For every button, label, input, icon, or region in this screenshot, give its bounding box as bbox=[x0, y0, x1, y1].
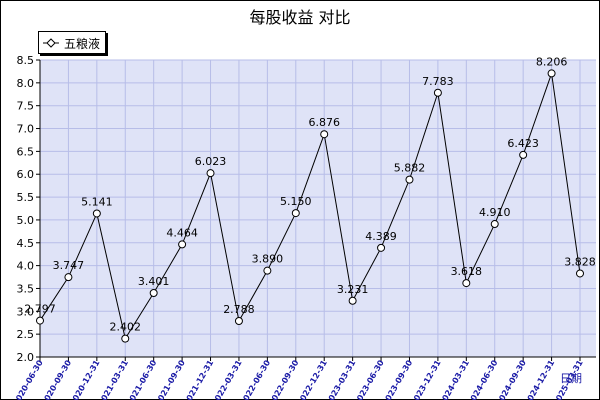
data-label: 3.401 bbox=[138, 275, 170, 288]
data-label: 3.231 bbox=[337, 283, 369, 296]
x-tick-label: 2023-03-31 bbox=[324, 358, 358, 400]
y-tick-label: 3.5 bbox=[17, 282, 35, 295]
x-axis-label: 日期 bbox=[560, 372, 582, 385]
data-point bbox=[490, 220, 499, 229]
x-tick-labels: 2020-06-302020-09-302020-12-312021-03-31… bbox=[11, 357, 585, 400]
x-tick-label: 2024-12-31 bbox=[523, 358, 557, 400]
y-tick-label: 6.0 bbox=[17, 168, 35, 181]
data-label: 4.464 bbox=[166, 226, 198, 239]
x-tick-label: 2021-03-31 bbox=[97, 358, 131, 400]
legend-marker-icon bbox=[43, 38, 59, 48]
y-tick-label: 2.5 bbox=[17, 328, 35, 341]
data-point bbox=[405, 175, 414, 184]
data-point bbox=[206, 169, 215, 178]
chart-title: 每股收益 对比 bbox=[249, 8, 351, 27]
x-tick-label: 2020-09-30 bbox=[40, 358, 74, 400]
data-label: 4.910 bbox=[479, 206, 511, 219]
data-point bbox=[576, 269, 584, 278]
data-point bbox=[320, 130, 329, 139]
data-label: 2.797 bbox=[24, 303, 56, 316]
y-tick-label: 7.5 bbox=[17, 100, 35, 113]
x-tick-label: 2024-06-30 bbox=[466, 358, 500, 400]
x-tick-label: 2022-09-30 bbox=[267, 358, 301, 400]
data-point bbox=[348, 296, 357, 305]
data-label: 6.023 bbox=[195, 155, 227, 168]
series-line bbox=[39, 73, 581, 340]
data-point bbox=[291, 209, 300, 218]
data-label: 5.882 bbox=[394, 162, 426, 175]
y-tick-label: 4.5 bbox=[17, 237, 35, 250]
x-tick-label: 2022-03-31 bbox=[210, 358, 244, 400]
y-tick-label: 5.0 bbox=[17, 214, 35, 227]
x-tick-label: 2024-09-30 bbox=[495, 358, 529, 400]
legend-label: 五粮液 bbox=[64, 37, 101, 51]
data-label: 5.141 bbox=[81, 195, 113, 208]
data-point bbox=[377, 243, 386, 252]
x-tick-label: 2021-09-30 bbox=[153, 358, 187, 400]
data-point bbox=[519, 150, 528, 159]
y-tick-label: 8.5 bbox=[17, 54, 35, 67]
data-label: 3.747 bbox=[53, 259, 85, 272]
data-point bbox=[462, 279, 471, 288]
data-point bbox=[92, 209, 101, 218]
grid-lines bbox=[40, 59, 596, 357]
x-tick-label: 2023-09-30 bbox=[381, 358, 415, 400]
x-tick-label: 2024-03-31 bbox=[438, 358, 472, 400]
data-label: 7.783 bbox=[422, 75, 454, 88]
data-label: 4.389 bbox=[365, 230, 397, 243]
data-point bbox=[178, 240, 187, 249]
series-group: 2.797 3.747 5.141 2.402 3.401 4.464 6.023 2.788… bbox=[24, 55, 596, 343]
data-label: 2.402 bbox=[110, 321, 142, 334]
y-tick-labels: 2.0 2.5 3.0 3.5 4.0 4.5 5.0 5.5 6.0 6.5 7.0 7.5 8.0 8… bbox=[17, 54, 40, 364]
data-label: 3.618 bbox=[451, 265, 483, 278]
x-tick-label: 2021-06-30 bbox=[125, 358, 159, 400]
data-point bbox=[64, 273, 73, 282]
data-point bbox=[234, 316, 243, 325]
y-tick-label: 2.0 bbox=[17, 351, 35, 364]
x-tick-label: 2023-12-31 bbox=[409, 358, 443, 400]
x-tick-label: 2020-12-31 bbox=[68, 358, 102, 400]
data-point bbox=[263, 266, 272, 275]
data-point bbox=[433, 88, 442, 97]
data-label: 3.890 bbox=[252, 253, 284, 266]
data-point bbox=[36, 316, 44, 325]
y-tick-label: 3.0 bbox=[17, 305, 35, 318]
data-point bbox=[121, 334, 130, 343]
x-tick-label: 2021-12-31 bbox=[182, 358, 216, 400]
plot-area bbox=[40, 60, 596, 357]
y-tick-label: 4.0 bbox=[17, 260, 35, 273]
y-tick-label: 7.0 bbox=[17, 123, 35, 136]
x-tick-label: 2022-12-31 bbox=[296, 358, 330, 400]
data-label: 6.423 bbox=[507, 137, 539, 150]
legend: 五粮液 bbox=[38, 31, 106, 54]
data-point bbox=[547, 69, 556, 78]
y-tick-label: 6.5 bbox=[17, 145, 35, 158]
y-tick-label: 5.5 bbox=[17, 191, 35, 204]
data-point bbox=[149, 288, 158, 297]
data-label: 5.150 bbox=[280, 195, 312, 208]
data-label: 8.206 bbox=[536, 55, 568, 68]
data-label: 3.828 bbox=[564, 255, 596, 268]
data-label: 2.788 bbox=[223, 303, 255, 316]
x-tick-label: 2022-06-30 bbox=[239, 358, 273, 400]
data-label: 6.876 bbox=[308, 116, 340, 129]
x-tick-label: 2023-06-30 bbox=[352, 358, 386, 400]
y-tick-label: 8.0 bbox=[17, 77, 35, 90]
x-tick-label: 2020-06-30 bbox=[11, 358, 45, 400]
